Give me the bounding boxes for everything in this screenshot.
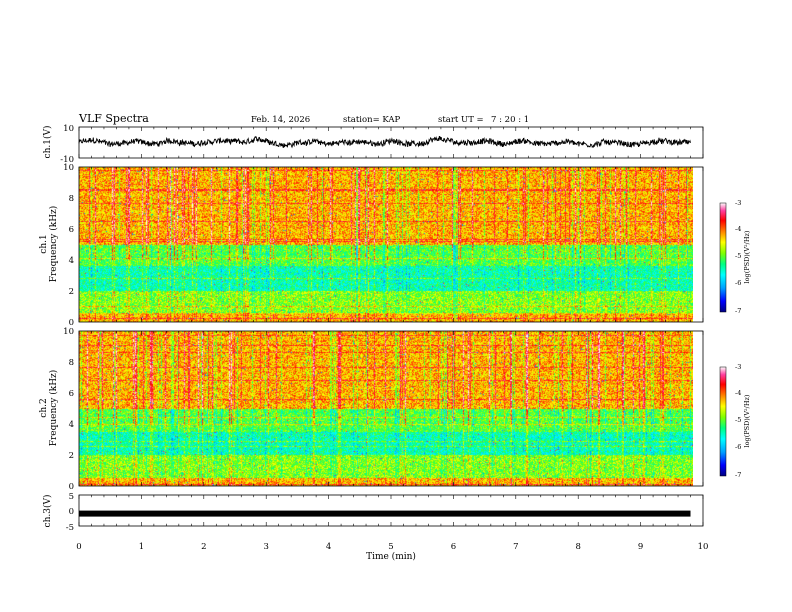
ch1-cbar-tick-3: -3: [735, 199, 741, 207]
ch2-spectrogram-ticks: [78, 331, 704, 486]
ch1-waveform-panel: 10 -10 ch.1(V): [42, 124, 704, 165]
ch1-cbar-tick-5: -5: [735, 252, 741, 260]
ch2-cbar-tick-5: -5: [735, 416, 741, 424]
ch1-ytick-10: 10: [63, 163, 74, 173]
ch2-ytick-8: 8: [69, 358, 74, 368]
x-tick-4: 4: [326, 542, 331, 552]
ch2-cbar-tick-4: -4: [735, 389, 741, 397]
x-tick-3: 3: [263, 542, 268, 552]
figure-title: VLF Spectra: [78, 112, 149, 125]
ch1-spectrogram-image: [79, 167, 693, 322]
ch3-waveform-ylabel: ch.3(V): [42, 495, 53, 528]
ch1-spectrogram-ticks: [78, 167, 704, 322]
ch1-waveform-ylabel: ch.1(V): [42, 126, 53, 159]
ch2-ytick-4: 4: [69, 420, 74, 430]
ch2-frequency-ylabel: Frequency (kHz): [48, 370, 59, 447]
x-tick-7: 7: [513, 542, 518, 552]
x-axis-label: Time (min): [366, 551, 416, 562]
ch2-ytick-6: 6: [69, 389, 74, 399]
ch2-spectrogram-yticks: 0 2 4 6 8 10: [63, 327, 74, 492]
ch1-spectrogram-ylabel: ch.1: [39, 234, 49, 253]
date-label: Feb. 14, 2026: [251, 115, 310, 125]
ch2-cbar-tick-3: -3: [735, 363, 741, 371]
ch1-ytick-0: 0: [69, 318, 74, 328]
ch2-colorbar: [719, 366, 727, 477]
ch1-colorbar-label: log(PSD)(V²/Hz): [743, 230, 751, 283]
ch1-frequency-ylabel: Frequency (kHz): [48, 206, 59, 283]
ch2-cbar-tick-7: -7: [735, 471, 741, 479]
x-tick-8: 8: [575, 542, 580, 552]
ch1-colorbar: [719, 202, 727, 313]
x-axis: 0 1 2 3 4 5 6 7 8 9 10 Time (min): [76, 542, 708, 562]
ch1-ytick-bottom: -10: [60, 155, 74, 165]
ch1-spectrogram-panel: 0 2 4 6 8 10 ch.1 Frequency (kHz): [39, 163, 751, 328]
station-label: station= KAP: [343, 115, 401, 125]
start-time-label: 7 : 20 : 1: [491, 115, 529, 125]
ch1-ytick-6: 6: [69, 225, 74, 235]
ch3-waveform-ticks: [78, 495, 704, 526]
ch3-waveform-trace: [79, 510, 691, 517]
ch1-cbar-tick-7: -7: [735, 307, 741, 315]
ch2-spectrogram-ylabel: ch.2: [39, 398, 49, 417]
ch2-ytick-10: 10: [63, 327, 74, 337]
ch1-ytick-8: 8: [69, 194, 74, 204]
ch1-waveform-ticks: [78, 127, 704, 158]
ch3-ytick-5: 5: [69, 492, 74, 502]
x-tick-0: 0: [76, 542, 81, 552]
ch1-waveform-trace: [78, 135, 691, 149]
ch2-cbar-tick-6: -6: [735, 443, 741, 451]
x-tick-10: 10: [698, 542, 709, 552]
ch2-ytick-2: 2: [69, 451, 74, 461]
ch1-cbar-tick-6: -6: [735, 279, 741, 287]
ch1-ytick-top: 10: [63, 124, 74, 134]
ch1-ytick-4: 4: [69, 256, 74, 266]
ch1-spectrogram-yticks: 0 2 4 6 8 10: [63, 163, 74, 328]
x-tick-9: 9: [638, 542, 643, 552]
ch3-ytick-0: 0: [69, 507, 74, 517]
ch2-spectrogram-panel: 0 2 4 6 8 10 ch.2 Frequency (kHz) -3 -4 …: [39, 327, 751, 492]
ch2-spectrogram-image: [79, 331, 693, 486]
ch2-colorbar-label: log(PSD)(V²/Hz): [743, 394, 751, 447]
ch3-waveform-panel: 5 0 -5 ch.3(V): [42, 492, 704, 533]
ch3-ytick-minus5: -5: [66, 523, 74, 533]
ch2-ytick-0: 0: [69, 482, 74, 492]
start-label: start UT =: [438, 115, 484, 125]
x-tick-2: 2: [201, 542, 206, 552]
x-tick-6: 6: [451, 542, 456, 552]
ch1-ytick-2: 2: [69, 287, 74, 297]
ch1-cbar-tick-4: -4: [735, 225, 741, 233]
x-tick-5: 5: [388, 542, 393, 552]
ch3-waveform-frame: [78, 494, 704, 527]
x-tick-1: 1: [139, 542, 144, 552]
